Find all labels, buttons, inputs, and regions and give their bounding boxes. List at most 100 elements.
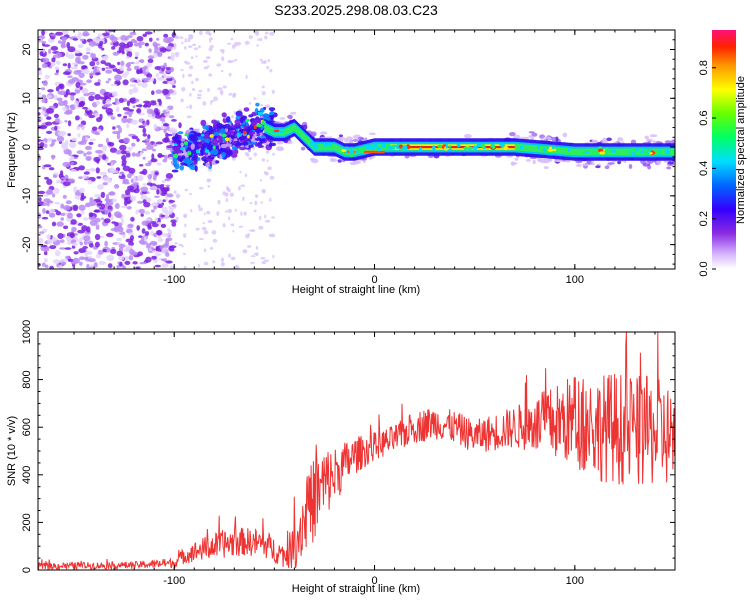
noise-blob — [121, 117, 128, 124]
ridge-spot — [180, 146, 185, 151]
noise-blob — [211, 230, 217, 235]
noise-blob — [264, 172, 269, 176]
noise-blob — [189, 193, 192, 196]
noise-blob — [146, 62, 153, 68]
band-blob — [221, 152, 226, 158]
noise-blob — [193, 47, 198, 51]
noise-blob — [83, 235, 91, 242]
noise-blob — [187, 73, 193, 78]
noise-blob — [165, 132, 169, 138]
noise-blob — [183, 233, 187, 238]
noise-blob — [148, 48, 152, 53]
noise-blob — [81, 89, 88, 93]
noise-blob — [165, 260, 173, 264]
noise-blob — [118, 42, 126, 47]
noise-blob — [126, 51, 133, 58]
noise-blob — [70, 162, 75, 165]
noise-blob — [107, 78, 112, 81]
noise-blob — [95, 253, 102, 259]
noise-blob — [39, 231, 45, 234]
noise-blob — [46, 178, 53, 185]
noise-blob — [157, 98, 162, 103]
noise-blob — [54, 66, 60, 71]
noise-blob — [176, 195, 179, 199]
noise-blob — [109, 64, 116, 69]
noise-blob — [121, 155, 127, 161]
halo-blob — [310, 131, 317, 137]
band-blob — [197, 143, 204, 147]
noise-blob — [51, 57, 56, 63]
noise-blob — [167, 228, 171, 232]
noise-blob — [269, 175, 275, 180]
noise-blob — [70, 169, 77, 173]
noise-blob — [74, 49, 81, 54]
noise-blob — [53, 187, 60, 194]
band-blob — [206, 138, 210, 144]
noise-blob — [217, 199, 221, 205]
noise-blob — [94, 233, 101, 241]
noise-blob — [64, 247, 72, 250]
noise-blob — [56, 262, 60, 268]
noise-blob — [148, 248, 153, 252]
noise-blob — [180, 68, 184, 71]
halo-blob — [525, 159, 532, 162]
noise-blob — [110, 116, 116, 120]
noise-blob — [70, 95, 75, 101]
noise-blob — [155, 114, 162, 119]
halo-blob — [531, 132, 538, 137]
noise-blob — [165, 108, 169, 113]
y-tick-label: 800 — [21, 370, 33, 388]
noise-blob — [131, 142, 136, 147]
noise-blob — [129, 61, 135, 65]
noise-blob — [73, 251, 79, 255]
noise-blob — [175, 216, 179, 222]
noise-blob — [213, 96, 219, 102]
noise-blob — [71, 226, 77, 232]
noise-blob — [142, 168, 148, 175]
noise-blob — [65, 255, 71, 260]
ridge-spot — [196, 149, 199, 154]
noise-blob — [210, 100, 215, 103]
colorbar: 0.0 0.2 0.4 0.6 0.8 Normalized spectral ampl… — [698, 30, 747, 277]
noise-blob — [94, 194, 102, 198]
noise-blob — [110, 228, 118, 232]
ridge-spot — [432, 145, 436, 151]
ridge-spot — [585, 150, 590, 154]
x-tick-label: 0 — [371, 274, 377, 286]
noise-blob — [147, 134, 151, 139]
noise-blob — [144, 231, 150, 236]
halo-blob — [644, 135, 649, 140]
noise-blob — [86, 151, 92, 155]
noise-blob — [96, 176, 102, 179]
band-blob — [179, 165, 184, 171]
noise-blob — [220, 91, 224, 96]
noise-blob — [88, 243, 94, 248]
noise-blob — [126, 206, 132, 210]
noise-blob — [42, 57, 50, 63]
noise-blob — [188, 45, 193, 48]
noise-blob — [164, 210, 173, 216]
ridge-spot — [437, 144, 443, 148]
noise-blob — [99, 235, 104, 239]
noise-blob — [116, 250, 124, 257]
noise-blob — [80, 197, 85, 201]
noise-blob — [172, 85, 176, 88]
noise-blob — [175, 54, 179, 58]
noise-blob — [229, 192, 234, 197]
noise-blob — [38, 70, 43, 76]
noise-blob — [78, 176, 84, 180]
noise-blob — [48, 208, 56, 213]
ridge-spot — [398, 144, 404, 149]
band-blob — [190, 143, 195, 150]
noise-blob — [150, 158, 157, 163]
noise-blob — [72, 204, 79, 211]
ridge-spot — [542, 147, 547, 153]
noise-blob — [261, 91, 266, 96]
noise-blob — [82, 54, 89, 60]
ridge-spot — [268, 128, 272, 134]
noise-blob — [79, 261, 83, 266]
band-blob — [177, 131, 184, 135]
ridge-spot — [657, 151, 662, 155]
ridge-spot — [312, 144, 319, 149]
noise-blob — [81, 68, 90, 75]
